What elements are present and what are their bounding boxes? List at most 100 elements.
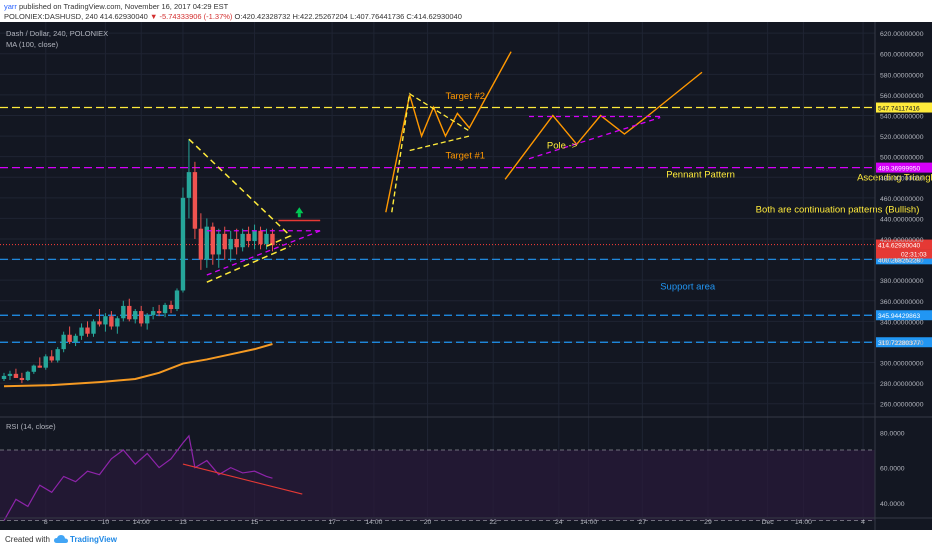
annotation-5: Both are continuation patterns (Bullish) <box>756 204 920 215</box>
candle-body-6 <box>37 365 42 368</box>
candle-body-0 <box>1 375 7 380</box>
candle-body-37 <box>222 233 227 250</box>
y-tick-label-580: 580.00000000 <box>880 72 924 79</box>
pennant-example-upper <box>409 93 470 132</box>
candle-body-39 <box>234 239 239 248</box>
candle-body-15 <box>91 321 96 334</box>
ma-legend: MA (100, close) <box>6 40 59 49</box>
y-tick-label-480: 480.00000000 <box>880 175 924 182</box>
price-label-4: 345.94429863 <box>878 313 921 320</box>
candle-body-44 <box>264 233 269 245</box>
candle-body-1 <box>7 373 13 376</box>
y-tick-label-620: 620.00000000 <box>880 31 924 38</box>
annotation-0: Target #2 <box>445 91 485 102</box>
author-link[interactable]: yarr <box>4 2 17 11</box>
breakout-arrow-icon <box>295 207 304 214</box>
candle-body-36 <box>216 233 221 255</box>
price-label-2: 414.62930040 <box>878 243 921 250</box>
y-tick-label-600: 600.00000000 <box>880 52 924 59</box>
candle-body-30 <box>180 197 186 291</box>
candle-body-4 <box>25 371 31 381</box>
price-label-bg-4 <box>876 310 932 321</box>
candle-body-3 <box>19 377 25 381</box>
price-label-bg-5 <box>876 337 932 348</box>
candle-body-29 <box>174 290 180 310</box>
ohlc-line: POLONIEX:DASHUSD, 240 414.62930040 ▼ -5.… <box>4 12 462 21</box>
axes: 260.00000000 280.00000000 300.00000000 320.… <box>0 22 932 530</box>
x-tick-label-1: 10 <box>102 519 110 526</box>
candle-body-16 <box>97 321 102 325</box>
y-tick-label-260: 260.00000000 <box>880 402 924 409</box>
breakout-arrow-stem <box>297 213 301 218</box>
countdown-bg <box>876 249 932 259</box>
x-tick-label-10: 14:00 <box>580 519 597 526</box>
footer: Created with TradingView <box>0 530 932 550</box>
rsi-line <box>3 434 273 521</box>
candle-body-32 <box>192 172 198 229</box>
candle-body-35 <box>210 226 216 255</box>
candle-body-31 <box>186 172 192 198</box>
candle-body-34 <box>204 226 210 260</box>
y-tick-label-360: 360.00000000 <box>880 299 924 306</box>
annotation-4: Ascending Triangle <box>857 172 932 183</box>
price-label-bg-3 <box>876 254 932 265</box>
publish-line: yarr published on TradingView.com, Novem… <box>4 2 228 11</box>
candle-body-13 <box>79 327 84 336</box>
candles <box>1 139 275 384</box>
rsi-band <box>0 449 875 521</box>
candle-body-20 <box>121 305 126 319</box>
x-tick-label-12: 29 <box>704 519 712 526</box>
x-tick-label-7: 20 <box>424 519 432 526</box>
candle-body-14 <box>85 327 90 334</box>
y-tick-label-380: 380.00000000 <box>880 278 924 285</box>
y-tick-label-500: 500.00000000 <box>880 155 924 162</box>
candle-body-23 <box>139 311 144 324</box>
price-label-0: 547.74117416 <box>878 106 920 113</box>
candle-body-10 <box>61 334 66 350</box>
x-tick-label-2: 14:00 <box>133 519 150 526</box>
candle-body-18 <box>109 316 114 327</box>
pair-legend: Dash / Dollar, 240, POLONIEX <box>6 29 108 38</box>
candle-body-42 <box>252 230 257 242</box>
rsi-tick-label-80: 80.0000 <box>880 430 905 437</box>
x-tick-label-13: Dec <box>762 519 775 526</box>
price-label-1: 489.36999950 <box>878 166 921 173</box>
y-tick-label-540: 540.00000000 <box>880 113 924 120</box>
y-tick-label-460: 460.00000000 <box>880 196 924 203</box>
tradingview-cloud-icon <box>54 535 68 543</box>
asc-triangle-lower <box>528 116 661 160</box>
high-value: H:422.25267204 <box>292 12 348 21</box>
y-tick-label-280: 280.00000000 <box>880 381 924 388</box>
x-tick-label-11: 27 <box>639 519 647 526</box>
y-tick-label-420: 420.00000000 <box>880 237 924 244</box>
price-marks: 547.74117416 489.36999950 414.62930040 400.… <box>0 102 932 348</box>
low-value: L:407.76441736 <box>350 12 405 21</box>
tradingview-brand[interactable]: TradingView <box>70 535 117 544</box>
open-value: O:420.42328732 <box>234 12 291 21</box>
drawings: Target #2 Target #1 Pole -> Pennant Pattern… <box>188 51 932 292</box>
symbol-label: POLONIEX:DASHUSD, 240 <box>4 12 98 21</box>
y-tick-label-320: 320.00000000 <box>880 340 924 347</box>
y-tick-label-560: 560.00000000 <box>880 93 924 100</box>
x-tick-label-14: 14:00 <box>795 519 812 526</box>
annotation-1: Target #1 <box>445 151 485 162</box>
chart-header: yarr published on TradingView.com, Novem… <box>0 0 932 22</box>
candle-body-2 <box>13 373 19 378</box>
candle-body-27 <box>162 304 168 314</box>
candle-body-8 <box>49 356 54 361</box>
ma-line <box>3 343 273 388</box>
price-change: ▼ -5.74333906 (-1.37%) <box>149 12 233 21</box>
pennant-lower-line <box>206 245 291 283</box>
candle-body-21 <box>127 305 132 320</box>
candle-body-33 <box>198 228 204 260</box>
candle-body-25 <box>150 311 156 316</box>
candle-body-45 <box>270 233 275 246</box>
created-with-label: Created with <box>5 535 50 544</box>
y-tick-label-340: 340.00000000 <box>880 319 924 326</box>
price-chart[interactable]: 547.74117416 489.36999950 414.62930040 400.… <box>0 22 932 530</box>
candle-body-19 <box>115 318 120 327</box>
pennant-upper-line <box>188 138 292 247</box>
x-tick-label-5: 17 <box>328 519 336 526</box>
rsi-pane <box>0 434 875 521</box>
x-tick-label-4: 15 <box>251 519 259 526</box>
